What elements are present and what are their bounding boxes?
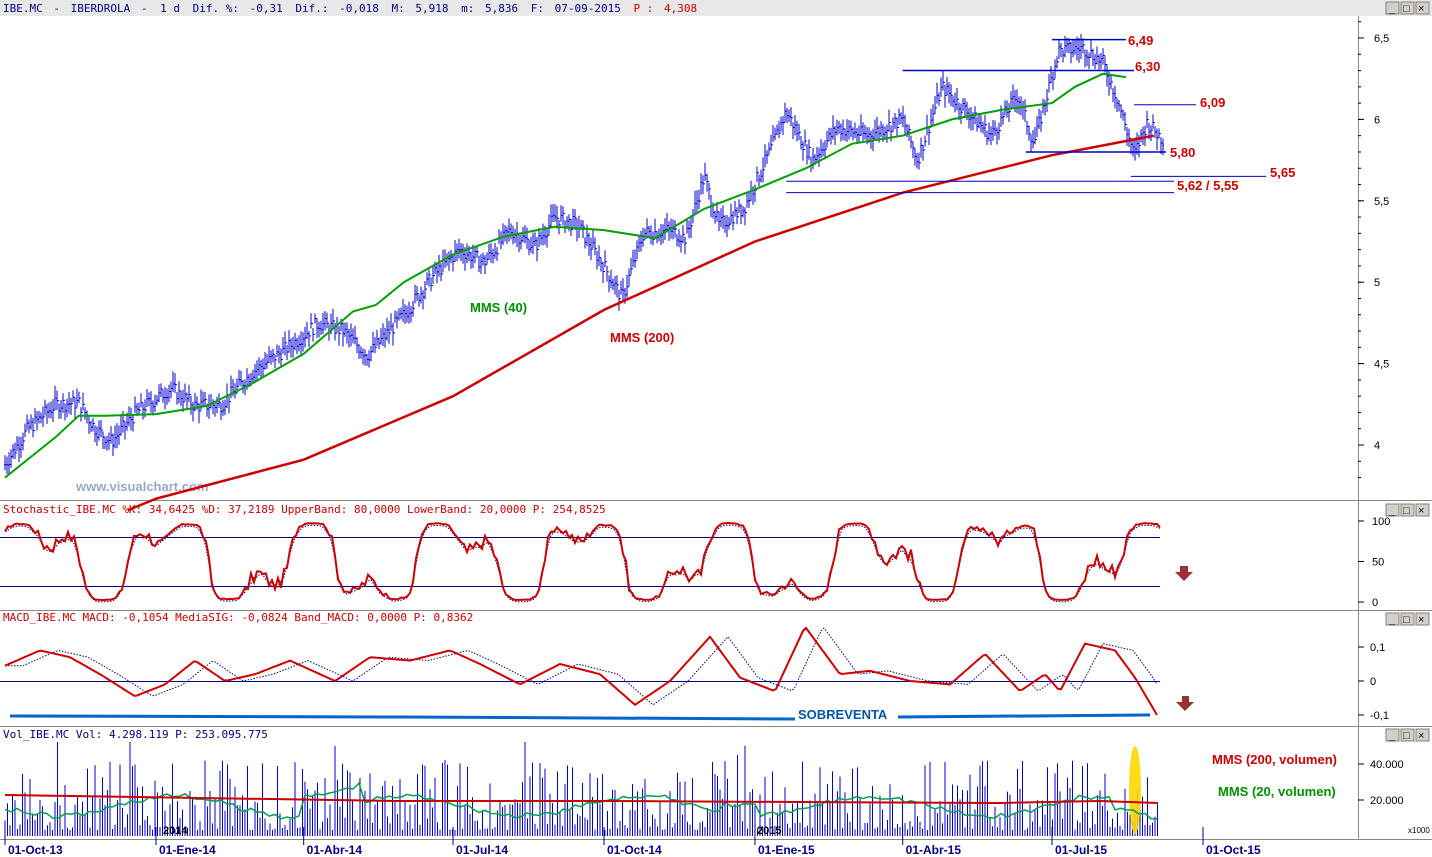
watermark: www.visualchart.com [75, 479, 208, 494]
macd-tick-label: 0 [1370, 676, 1376, 688]
x-axis: 01-Oct-13 01-Ene-14 01-Abr-14 01-Jul-14 01-O… [4, 825, 1261, 857]
vol-window-buttons[interactable]: _ □ × [1385, 728, 1430, 742]
x-tick-label: 01-Abr-14 [307, 843, 363, 857]
vol-scale-label: x1000 [1408, 826, 1430, 835]
annotation-6-30: 6,30 [1135, 59, 1160, 74]
x-tick-label: 01-Ene-15 [758, 843, 815, 857]
mms200-line [127, 134, 1155, 512]
minimize-icon[interactable]: _ [1388, 614, 1396, 626]
x-tick-label: 01-Jul-14 [456, 843, 508, 857]
sobreventa-line [401, 715, 796, 721]
price-candles [4, 34, 1164, 475]
minimize-icon[interactable]: _ [1388, 505, 1396, 517]
annotation-5-62-5-55: 5,62 / 5,55 [1177, 178, 1238, 193]
stoch-axis: 100 50 0 [1358, 516, 1390, 609]
stoch-tick-label: 0 [1372, 597, 1378, 609]
stoch-d-line [4, 524, 1161, 603]
vol-tick-label: 20.000 [1370, 795, 1404, 807]
maximize-icon[interactable]: □ [1403, 3, 1410, 15]
maximize-icon[interactable]: □ [1403, 614, 1410, 626]
price-tick-label: 5,5 [1374, 196, 1389, 208]
annotation-5-80: 5,80 [1170, 145, 1195, 160]
annotation-5-65: 5,65 [1270, 165, 1295, 180]
x-tick-label: 01-Oct-14 [607, 843, 662, 857]
vol-axis: 40.000 20.000 [1358, 759, 1404, 807]
year-label: 2015 [757, 825, 781, 837]
minimize-icon[interactable]: _ [1388, 730, 1396, 742]
close-icon[interactable]: × [1418, 3, 1424, 15]
price-axis: 6,5 6 5,5 5 4,5 4 [1358, 21, 1389, 479]
x-tick-label: 01-Oct-13 [8, 843, 63, 857]
close-icon[interactable]: × [1418, 614, 1424, 626]
minimize-icon[interactable]: _ [1388, 3, 1396, 15]
annotation-lines [786, 38, 1266, 194]
stoch-tick-label: 100 [1372, 516, 1390, 528]
maximize-icon[interactable]: □ [1403, 505, 1410, 517]
year-label: 2014 [163, 825, 188, 837]
mms40-line [4, 72, 1127, 479]
down-arrow-icon [1176, 696, 1194, 711]
panel-frames [0, 16, 1432, 840]
macd-line [4, 626, 1158, 716]
stoch-window-buttons[interactable]: _ □ × [1385, 503, 1430, 517]
maximize-icon[interactable]: □ [1403, 730, 1410, 742]
vol-mms20-line [4, 781, 1158, 820]
price-window-buttons[interactable]: _ □ × [1385, 1, 1430, 15]
macd-tick-label: -0,1 [1370, 710, 1389, 722]
x-tick-label: 01-Abr-15 [906, 843, 962, 857]
annotation-6-49: 6,49 [1128, 33, 1153, 48]
legend-mms40: MMS (40) [470, 300, 527, 315]
close-icon[interactable]: × [1418, 505, 1424, 517]
macd-tick-label: 0,1 [1370, 642, 1385, 654]
legend-mms200: MMS (200) [610, 330, 674, 345]
macd-title: MACD_IBE.MC MACD: -0,1054 MediaSIG: -0,0… [3, 611, 473, 624]
price-tick-label: 5 [1374, 277, 1380, 289]
sobreventa-label: SOBREVENTA [798, 707, 888, 722]
macd-signal-line [5, 627, 1158, 706]
price-tick-label: 6 [1374, 114, 1380, 126]
stoch-title: Stochastic_IBE.MC %K: 34,6425 %D: 37,218… [3, 503, 606, 516]
x-tick-label: 01-Oct-15 [1206, 843, 1261, 857]
vol-title: Vol_IBE.MC Vol: 4.298.119 P: 253.095.775 [3, 728, 268, 741]
x-tick-label: 01-Ene-14 [159, 843, 216, 857]
x-tick-label: 01-Jul-15 [1055, 843, 1107, 857]
vol-tick-label: 40.000 [1370, 759, 1404, 771]
stoch-tick-label: 50 [1372, 557, 1384, 569]
price-tick-label: 4,5 [1374, 359, 1389, 371]
sobreventa-line [897, 713, 1151, 719]
stoch-k-line [4, 521, 1161, 602]
header-text: IBE.MC - IBERDROLA - 1 d Dif. %: -0,31 D… [3, 2, 697, 15]
price-tick-label: 4 [1374, 440, 1380, 452]
macd-axis: 0,1 0 -0,1 [1358, 642, 1389, 722]
price-tick-label: 6,5 [1374, 33, 1389, 45]
sobreventa-line [9, 714, 403, 719]
volume-highlight [1129, 746, 1141, 834]
legend-vol-mms20: MMS (20, volumen) [1218, 784, 1336, 799]
macd-window-buttons[interactable]: _ □ × [1385, 612, 1430, 626]
legend-vol-mms200: MMS (200, volumen) [1212, 752, 1337, 767]
close-icon[interactable]: × [1418, 730, 1424, 742]
annotation-6-09: 6,09 [1200, 95, 1225, 110]
down-arrow-icon [1175, 566, 1193, 581]
vol-mms200-line [4, 794, 1159, 805]
